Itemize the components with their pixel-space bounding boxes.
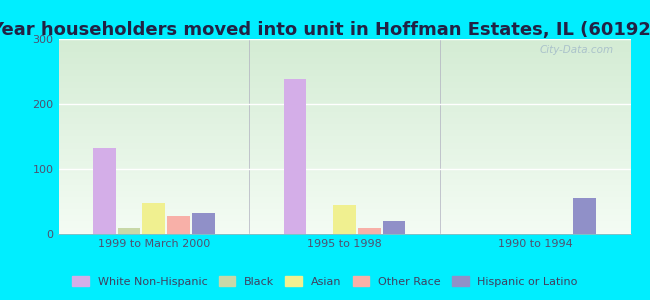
Bar [167, 216, 190, 234]
Legend: White Non-Hispanic, Black, Asian, Other Race, Hispanic or Latino: White Non-Hispanic, Black, Asian, Other … [68, 272, 582, 291]
Bar [333, 205, 356, 234]
Bar [118, 227, 140, 234]
Bar [573, 198, 596, 234]
Bar [192, 213, 215, 234]
Bar [383, 221, 406, 234]
Text: Year householders moved into unit in Hoffman Estates, IL (60192): Year householders moved into unit in Hof… [0, 21, 650, 39]
Bar [93, 148, 116, 234]
Bar [358, 227, 381, 234]
Bar [142, 203, 165, 234]
Text: City-Data.com: City-Data.com [540, 45, 614, 55]
Bar [283, 79, 306, 234]
